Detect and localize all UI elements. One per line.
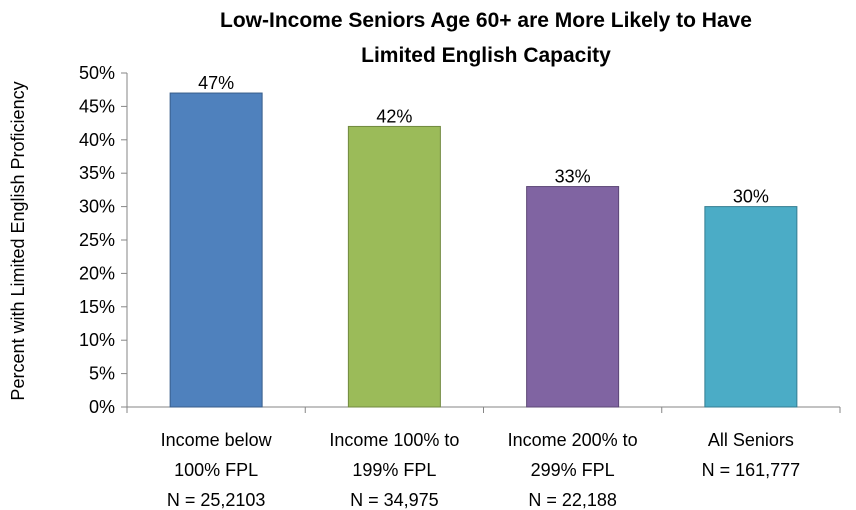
chart-title-line-2: Limited English Capacity — [361, 44, 611, 67]
y-tick-label: 20% — [79, 263, 115, 283]
y-tick-label: 5% — [89, 364, 115, 384]
y-tick-label: 45% — [79, 96, 115, 116]
y-tick-label: 40% — [79, 130, 115, 150]
y-tick-label: 35% — [79, 163, 115, 183]
y-tick-label: 25% — [79, 230, 115, 250]
y-tick-label: 50% — [79, 63, 115, 83]
x-category-label: 299% FPL — [531, 460, 615, 480]
x-category-label: Income below — [161, 430, 273, 450]
bar — [704, 206, 798, 408]
chart-title-line-1: Low-Income Seniors Age 60+ are More Like… — [220, 9, 752, 32]
x-category-label: 100% FPL — [174, 460, 258, 480]
plot-area: 0% 5% 10% 15% 20% 25% 30% 35% 40% 45% 50% 47% Income… — [79, 63, 841, 510]
x-category-label: Income 200% to — [508, 430, 638, 450]
chart-title: Low-Income Seniors Age 60+ are More Like… — [220, 9, 752, 67]
x-category-label: Income 100% to — [329, 430, 459, 450]
bar — [347, 125, 441, 408]
y-tick-label: 0% — [89, 397, 115, 417]
data-label: 33% — [555, 167, 591, 187]
bar — [169, 92, 263, 408]
x-category-label: N = 25,2103 — [167, 490, 266, 510]
x-category-label: N = 161,777 — [702, 460, 801, 480]
data-label: 30% — [733, 187, 769, 207]
data-label: 42% — [376, 106, 412, 126]
data-label: 47% — [198, 73, 234, 93]
x-category-label: All Seniors — [708, 430, 794, 450]
y-axis-label: Percent with Limited English Proficiency — [8, 81, 28, 400]
x-category-label: 199% FPL — [352, 460, 436, 480]
y-tick-label: 10% — [79, 330, 115, 350]
x-category-label: N = 34,975 — [350, 490, 439, 510]
y-tick-label: 30% — [79, 197, 115, 217]
y-tick-label: 15% — [79, 297, 115, 317]
x-category-label: N = 22,188 — [528, 490, 617, 510]
bar — [526, 186, 620, 408]
